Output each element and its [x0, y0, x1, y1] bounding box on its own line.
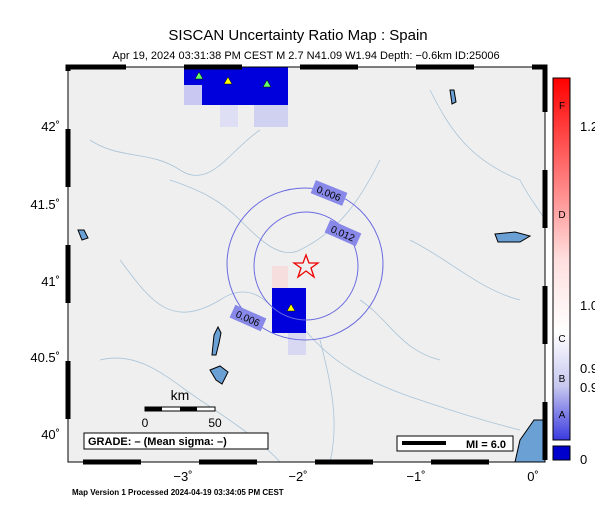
- lat-label: 40˚: [41, 427, 60, 442]
- colorbar-value: 1.0: [580, 298, 595, 313]
- colorbar-value: 0: [580, 452, 587, 467]
- colorbar-value: 0.9: [580, 361, 595, 376]
- lon-label: −3˚: [173, 469, 192, 484]
- map-frame-ticks: [65, 64, 548, 465]
- scale-bar: km 0 50: [142, 387, 222, 430]
- lon-label: −1˚: [406, 469, 425, 484]
- scale-unit: km: [171, 387, 190, 403]
- grade-letter: B: [559, 374, 566, 385]
- lat-label: 41.5˚: [30, 197, 60, 212]
- mi-box: [396, 435, 514, 452]
- lon-labels: −3˚ −2˚ −1˚ 0˚: [173, 469, 538, 484]
- map-area: [68, 67, 545, 462]
- subtitle: Apr 19, 2024 03:31:38 PM CEST M 2.7 N41.…: [112, 50, 499, 62]
- grade-letter: F: [559, 101, 565, 112]
- grade-box: [83, 432, 269, 450]
- colorbar-value: 0.9: [580, 380, 595, 395]
- lat-label: 41˚: [41, 274, 60, 289]
- lon-label: −2˚: [288, 469, 307, 484]
- colorbar-value: 1.2: [580, 119, 595, 134]
- lat-label: 40.5˚: [30, 350, 60, 365]
- lat-label: 42˚: [41, 119, 60, 134]
- scale-start: 0: [142, 416, 149, 430]
- title: SISCAN Uncertainty Ratio Map : Spain: [168, 27, 427, 44]
- grade-letter: D: [558, 210, 565, 221]
- grade-letter: C: [558, 334, 565, 345]
- grade-text: GRADE: – (Mean sigma: –): [88, 436, 227, 448]
- footer: Map Version 1 Processed 2024-04-19 03:34…: [72, 488, 284, 497]
- lat-labels: 42˚ 41.5˚ 41˚ 40.5˚ 40˚: [30, 119, 60, 442]
- mi-text: MI = 6.0: [466, 439, 506, 451]
- colorbar: F D C B A 1.2 1.0 0.9 0.9 0: [552, 77, 595, 467]
- lon-label: 0˚: [527, 469, 539, 484]
- grade-letter: A: [559, 410, 566, 421]
- scale-end: 50: [208, 416, 222, 430]
